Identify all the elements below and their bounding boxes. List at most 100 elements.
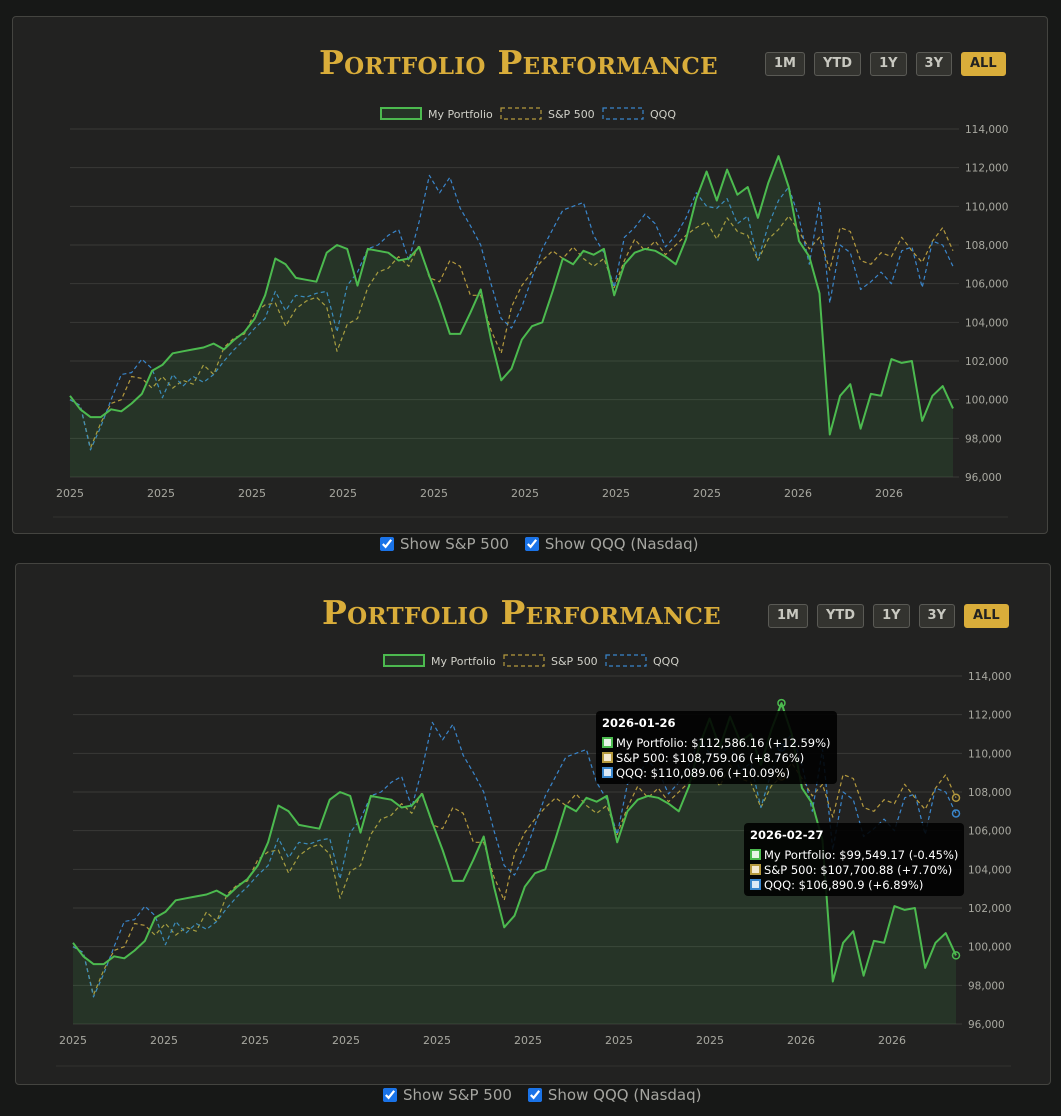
y-tick-label: 102,000 bbox=[968, 903, 1011, 915]
qqq-legend-label: QQQ bbox=[650, 108, 676, 121]
y-tick-label: 112,000 bbox=[968, 710, 1011, 722]
sp500-hover-point bbox=[951, 793, 961, 803]
x-tick-label: 2025 bbox=[329, 487, 357, 500]
show-sp500-label: Show S&P 500 bbox=[403, 1086, 512, 1104]
sp500-series-line bbox=[69, 215, 954, 449]
show-qqq-label: Show QQQ (Nasdaq) bbox=[544, 535, 699, 553]
y-tick-label: 110,000 bbox=[965, 201, 1008, 213]
x-tick-label: 2026 bbox=[784, 487, 812, 500]
x-tick-label: 2026 bbox=[787, 1034, 815, 1047]
range-ytd-button[interactable]: YTD bbox=[816, 604, 865, 628]
sp500-legend-swatch-icon bbox=[500, 107, 542, 120]
show-qqq-toggle[interactable]: Show QQQ (Nasdaq) bbox=[524, 535, 699, 553]
y-tick-label: 106,000 bbox=[968, 826, 1011, 838]
x-tick-label: 2025 bbox=[241, 1034, 269, 1047]
tooltip-date: 2026-01-26 bbox=[602, 716, 676, 730]
show-qqq-checkbox[interactable] bbox=[527, 1088, 542, 1102]
portfolio-area bbox=[70, 156, 953, 477]
show-qqq-toggle[interactable]: Show QQQ (Nasdaq) bbox=[527, 1086, 702, 1104]
tooltip-row-text: QQQ: $110,089.06 (+10.09%) bbox=[616, 765, 790, 780]
y-tick-label: 96,000 bbox=[965, 472, 1002, 484]
y-tick-label: 100,000 bbox=[968, 942, 1011, 954]
chart-tooltip: 2026-02-27 My Portfolio: $99,549.17 (-0.… bbox=[744, 823, 965, 896]
qqq-swatch-icon bbox=[602, 767, 613, 778]
sp500-legend-swatch-icon bbox=[503, 654, 545, 667]
y-tick-label: 106,000 bbox=[965, 279, 1008, 291]
benchmark-toggles: Show S&P 500 Show QQQ (Nasdaq) bbox=[383, 1086, 718, 1104]
y-tick-label: 98,000 bbox=[968, 980, 1005, 992]
show-sp500-checkbox[interactable] bbox=[380, 537, 394, 551]
x-tick-label: 2025 bbox=[59, 1034, 87, 1047]
chart-tooltip: 2026-01-26 My Portfolio: $112,586.16 (+1… bbox=[596, 711, 837, 784]
sp500-series-line bbox=[72, 762, 957, 996]
x-tick-label: 2025 bbox=[420, 487, 448, 500]
range-ytd-button[interactable]: YTD bbox=[813, 52, 862, 76]
qqq-legend-swatch-icon bbox=[605, 654, 647, 667]
page-title: Portfolio Performance bbox=[319, 43, 718, 82]
y-tick-label: 104,000 bbox=[965, 317, 1008, 329]
tooltip-row: QQQ: $106,890.9 (+6.89%) bbox=[750, 877, 958, 892]
x-tick-label: 2025 bbox=[511, 487, 539, 500]
page-title: Portfolio Performance bbox=[322, 593, 721, 632]
x-tick-label: 2025 bbox=[423, 1034, 451, 1047]
range-1y-button[interactable]: 1Y bbox=[870, 52, 907, 76]
x-tick-label: 2025 bbox=[514, 1034, 542, 1047]
x-tick-label: 2025 bbox=[696, 1034, 724, 1047]
range-3y-button[interactable]: 3Y bbox=[915, 52, 952, 76]
tooltip-row-text: QQQ: $106,890.9 (+6.89%) bbox=[764, 877, 924, 892]
portfolio-hover-point bbox=[777, 698, 786, 708]
range-1y-button[interactable]: 1Y bbox=[873, 604, 910, 628]
range-1m-button[interactable]: 1M bbox=[768, 604, 808, 628]
x-tick-label: 2025 bbox=[605, 1034, 633, 1047]
range-1m-button[interactable]: 1M bbox=[765, 52, 805, 76]
show-sp500-toggle[interactable]: Show S&P 500 bbox=[380, 535, 509, 553]
range-all-button[interactable]: ALL bbox=[964, 604, 1009, 628]
y-tick-label: 114,000 bbox=[965, 124, 1008, 136]
show-sp500-label: Show S&P 500 bbox=[400, 535, 509, 553]
y-tick-label: 96,000 bbox=[968, 1019, 1005, 1031]
show-sp500-checkbox[interactable] bbox=[383, 1088, 397, 1102]
portfolio-series-line bbox=[69, 155, 954, 436]
tooltip-row-text: S&P 500: $108,759.06 (+8.76%) bbox=[616, 750, 805, 765]
sp500-swatch-icon bbox=[602, 752, 613, 763]
x-tick-label: 2025 bbox=[602, 487, 630, 500]
y-tick-label: 114,000 bbox=[968, 671, 1011, 683]
y-tick-label: 108,000 bbox=[968, 787, 1011, 799]
benchmark-toggles: Show S&P 500 Show QQQ (Nasdaq) bbox=[380, 535, 715, 553]
portfolio-swatch-icon bbox=[602, 737, 613, 748]
y-tick-label: 102,000 bbox=[965, 356, 1008, 368]
x-tick-label: 2026 bbox=[875, 487, 903, 500]
portfolio-legend-swatch-icon bbox=[380, 107, 422, 120]
show-qqq-label: Show QQQ (Nasdaq) bbox=[547, 1086, 702, 1104]
portfolio-legend-label: My Portfolio bbox=[428, 108, 493, 121]
qqq-swatch-icon bbox=[750, 879, 761, 890]
portfolio-series-line bbox=[72, 702, 957, 983]
tooltip-row-text: My Portfolio: $112,586.16 (+12.59%) bbox=[616, 735, 831, 750]
tooltip-row: S&P 500: $108,759.06 (+8.76%) bbox=[602, 750, 831, 765]
range-selector: 1M YTD 1Y 3Y ALL bbox=[768, 604, 1018, 628]
portfolio-hover-point bbox=[951, 951, 961, 960]
qqq-legend-label: QQQ bbox=[653, 655, 679, 668]
y-tick-label: 104,000 bbox=[968, 864, 1011, 876]
qqq-series-line bbox=[69, 174, 954, 451]
range-selector: 1M YTD 1Y 3Y ALL bbox=[765, 52, 1015, 76]
x-tick-label: 2025 bbox=[56, 487, 84, 500]
x-tick-label: 2025 bbox=[147, 487, 175, 500]
range-3y-button[interactable]: 3Y bbox=[918, 604, 955, 628]
x-tick-label: 2025 bbox=[693, 487, 721, 500]
x-tick-label: 2025 bbox=[238, 487, 266, 500]
x-tick-label: 2025 bbox=[150, 1034, 178, 1047]
y-tick-label: 98,000 bbox=[965, 433, 1002, 445]
performance-card-top: Portfolio Performance 1M YTD 1Y 3Y ALL 9… bbox=[12, 16, 1048, 534]
sp500-legend-label: S&P 500 bbox=[551, 655, 598, 668]
range-all-button[interactable]: ALL bbox=[961, 52, 1006, 76]
tooltip-row: QQQ: $110,089.06 (+10.09%) bbox=[602, 765, 831, 780]
tooltip-date: 2026-02-27 bbox=[750, 828, 824, 842]
qqq-series-line bbox=[72, 721, 957, 998]
show-qqq-checkbox[interactable] bbox=[524, 537, 539, 551]
performance-chart: 96,000 98,000 100,000 102,000 104,000 106,000… bbox=[53, 107, 1008, 518]
sp500-legend-label: S&P 500 bbox=[548, 108, 595, 121]
portfolio-legend-swatch-icon bbox=[383, 654, 425, 667]
show-sp500-toggle[interactable]: Show S&P 500 bbox=[383, 1086, 512, 1104]
y-tick-label: 112,000 bbox=[965, 163, 1008, 175]
